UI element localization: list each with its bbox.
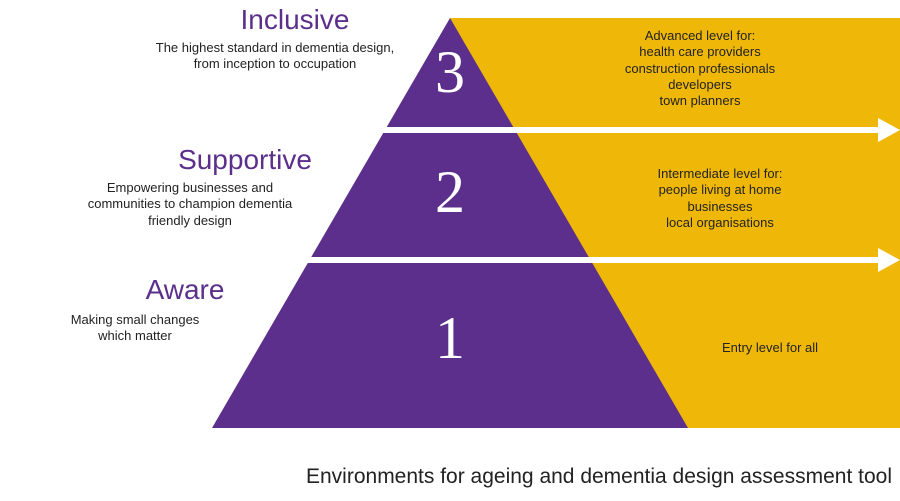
tier-numeral-1: 1 xyxy=(435,305,465,371)
caption: Environments for ageing and dementia des… xyxy=(306,464,892,490)
title-supportive: Supportive xyxy=(178,142,312,177)
title-aware: Aware xyxy=(146,272,225,307)
pyramid-svg: 3 2 1 xyxy=(0,0,900,501)
diagram-stage: 321InclusiveThe highest standard in deme… xyxy=(0,0,900,501)
title-inclusive: Inclusive xyxy=(241,2,350,37)
tier-numeral-3: 3 xyxy=(435,39,465,105)
tier-numeral-2: 2 xyxy=(435,159,465,225)
